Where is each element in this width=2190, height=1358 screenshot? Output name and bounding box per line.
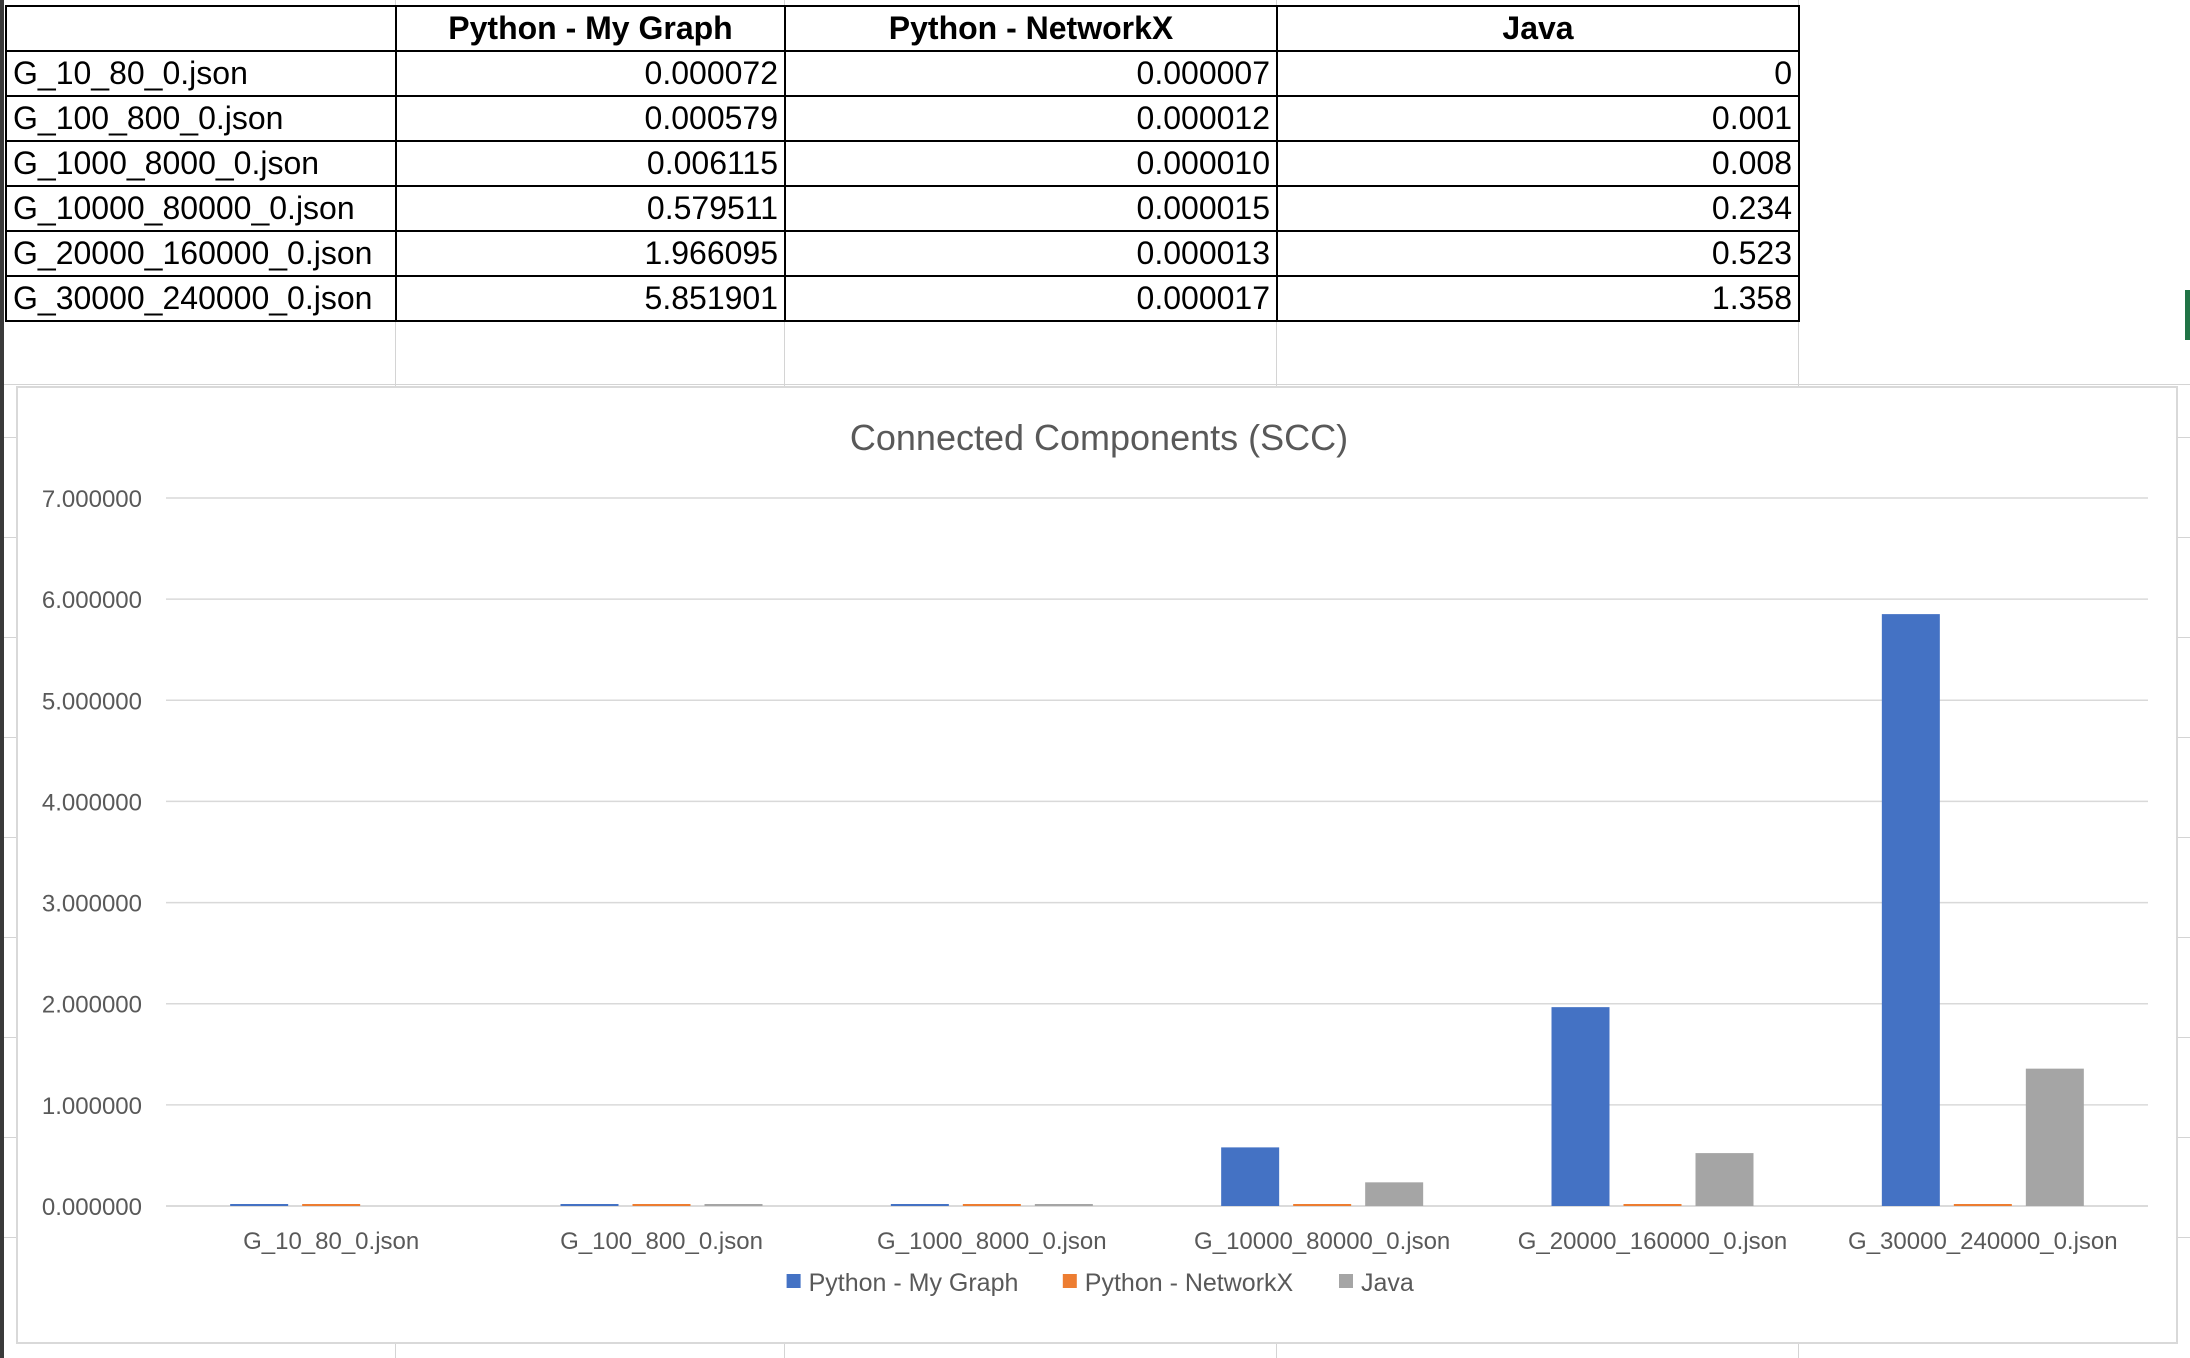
header-cell-java[interactable]: Java	[1276, 5, 1800, 52]
y-tick-label: 2.000000	[42, 992, 142, 1019]
graph-name-cell[interactable]: G_20000_160000_0.json	[5, 230, 397, 277]
chart-container[interactable]: Connected Components (SCC) 0.000000 1.000…	[16, 386, 2178, 1344]
table-row: G_30000_240000_0.json 5.851901 0.000017 …	[5, 275, 1800, 322]
bar-python-my-graph[interactable]	[1551, 1007, 1610, 1206]
table-header-row: Python - My Graph Python - NetworkX Java	[5, 5, 1800, 52]
row-selection-marker	[2185, 290, 2190, 340]
bar-python-networkx[interactable]	[962, 1204, 1021, 1206]
y-tick-label: 5.000000	[42, 688, 142, 715]
table-row: G_1000_8000_0.json 0.006115 0.000010 0.0…	[5, 140, 1800, 187]
bar-python-my-graph[interactable]	[560, 1204, 619, 1206]
graph-name-cell[interactable]: G_1000_8000_0.json	[5, 140, 397, 187]
y-tick-label: 7.000000	[42, 486, 142, 513]
y-tick-label: 4.000000	[42, 789, 142, 816]
y-tick-label: 3.000000	[42, 891, 142, 918]
networkx-time-cell[interactable]: 0.000012	[784, 95, 1278, 142]
header-cell-networkx[interactable]: Python - NetworkX	[784, 5, 1278, 52]
graph-name-cell[interactable]: G_100_800_0.json	[5, 95, 397, 142]
header-cell-my-graph[interactable]: Python - My Graph	[395, 5, 786, 52]
x-tick-label: G_30000_240000_0.json	[1848, 1228, 2118, 1255]
legend-label[interactable]: Python - My Graph	[809, 1269, 1019, 1297]
bar-python-networkx[interactable]	[1953, 1204, 2012, 1206]
bar-python-networkx[interactable]	[1293, 1204, 1352, 1206]
legend-swatch	[1339, 1274, 1353, 1288]
x-tick-label: G_100_800_0.json	[560, 1228, 763, 1255]
x-tick-label: G_1000_8000_0.json	[877, 1228, 1107, 1255]
java-time-cell[interactable]: 1.358	[1276, 275, 1800, 322]
networkx-time-cell[interactable]: 0.000017	[784, 275, 1278, 322]
networkx-time-cell[interactable]: 0.000010	[784, 140, 1278, 187]
java-time-cell[interactable]: 0.523	[1276, 230, 1800, 277]
java-time-cell[interactable]: 0.001	[1276, 95, 1800, 142]
bar-java[interactable]	[704, 1204, 763, 1206]
graph-name-cell[interactable]: G_30000_240000_0.json	[5, 275, 397, 322]
legend-swatch	[786, 1274, 801, 1288]
bar-java[interactable]	[1365, 1182, 1424, 1206]
my-graph-time-cell[interactable]: 0.579511	[395, 185, 786, 232]
chart-title[interactable]: Connected Components (SCC)	[850, 417, 1348, 458]
table-row: G_10000_80000_0.json 0.579511 0.000015 0…	[5, 185, 1800, 232]
bar-python-my-graph[interactable]	[230, 1204, 289, 1206]
results-table: Python - My Graph Python - NetworkX Java…	[5, 5, 1800, 322]
legend-label[interactable]: Python - NetworkX	[1085, 1269, 1294, 1297]
bar-java[interactable]	[2025, 1068, 2084, 1206]
my-graph-time-cell[interactable]: 0.000072	[395, 50, 786, 97]
graph-name-cell[interactable]: G_10000_80000_0.json	[5, 185, 397, 232]
networkx-time-cell[interactable]: 0.000007	[784, 50, 1278, 97]
my-graph-time-cell[interactable]: 0.000579	[395, 95, 786, 142]
java-time-cell[interactable]: 0.234	[1276, 185, 1800, 232]
java-time-cell[interactable]: 0.008	[1276, 140, 1800, 187]
networkx-time-cell[interactable]: 0.000013	[784, 230, 1278, 277]
graph-name-cell[interactable]: G_10_80_0.json	[5, 50, 397, 97]
bar-python-my-graph[interactable]	[890, 1204, 949, 1206]
table-row: G_100_800_0.json 0.000579 0.000012 0.001	[5, 95, 1800, 142]
table-row: G_10_80_0.json 0.000072 0.000007 0	[5, 50, 1800, 97]
java-time-cell[interactable]: 0	[1276, 50, 1800, 97]
y-tick-label: 1.000000	[42, 1093, 142, 1120]
x-tick-label: G_10000_80000_0.json	[1194, 1228, 1450, 1255]
header-cell-blank[interactable]	[5, 5, 397, 52]
bar-chart: Connected Components (SCC) 0.000000 1.000…	[42, 417, 2148, 1297]
bar-python-my-graph[interactable]	[1881, 614, 1940, 1206]
networkx-time-cell[interactable]: 0.000015	[784, 185, 1278, 232]
x-tick-label: G_20000_160000_0.json	[1518, 1228, 1788, 1255]
bar-python-networkx[interactable]	[1623, 1204, 1682, 1206]
legend-swatch	[1062, 1274, 1077, 1288]
bar-java[interactable]	[1695, 1153, 1754, 1206]
y-tick-label: 0.000000	[42, 1194, 142, 1221]
window-left-edge	[0, 0, 4, 1358]
bar-python-networkx[interactable]	[632, 1204, 691, 1206]
my-graph-time-cell[interactable]: 0.006115	[395, 140, 786, 187]
bar-python-my-graph[interactable]	[1221, 1147, 1280, 1206]
my-graph-time-cell[interactable]: 5.851901	[395, 275, 786, 322]
my-graph-time-cell[interactable]: 1.966095	[395, 230, 786, 277]
sheet-row-line	[0, 384, 2190, 385]
table-row: G_20000_160000_0.json 1.966095 0.000013 …	[5, 230, 1800, 277]
x-tick-label: G_10_80_0.json	[243, 1228, 419, 1255]
bar-python-networkx[interactable]	[302, 1204, 361, 1206]
y-tick-label: 6.000000	[42, 587, 142, 614]
bar-java[interactable]	[1034, 1204, 1093, 1206]
legend-label[interactable]: Java	[1361, 1269, 1414, 1297]
